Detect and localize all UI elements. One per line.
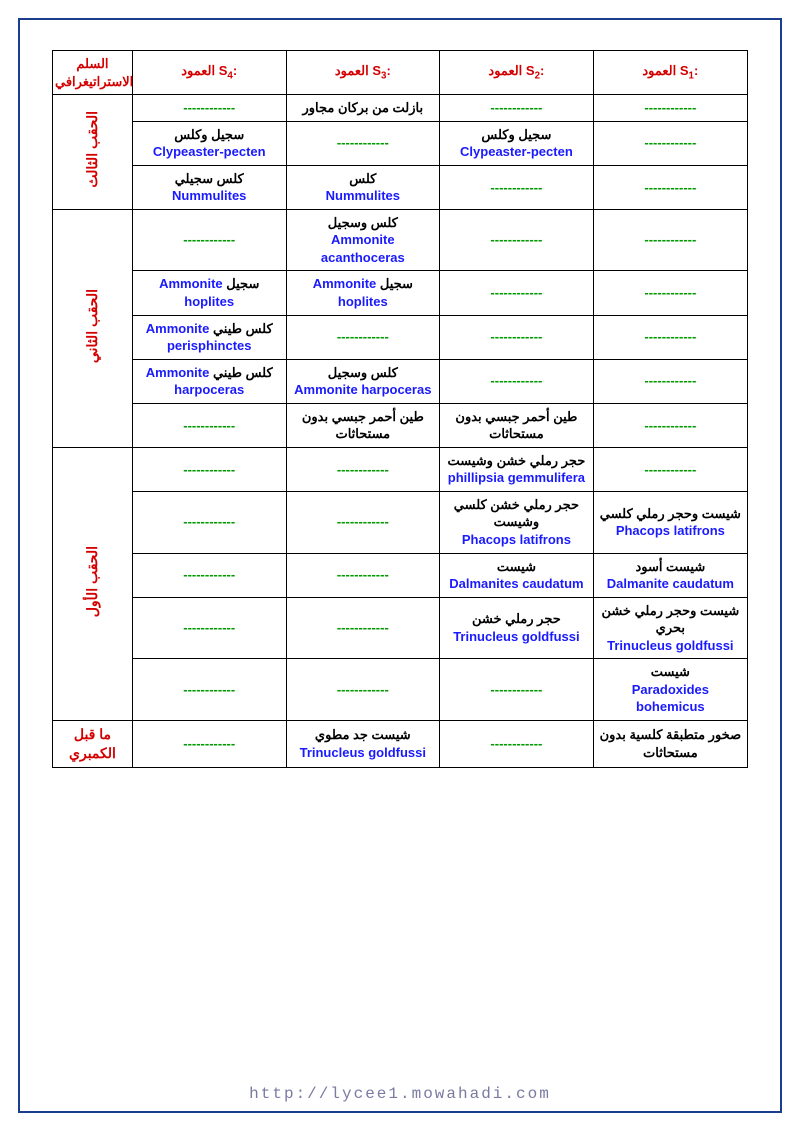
cell: ------------ bbox=[440, 659, 594, 721]
cell: ------------ bbox=[132, 491, 286, 553]
table-row: سجيل Ammonitehoplites سجيل Ammonitehopli… bbox=[53, 271, 748, 315]
era-2: الحقب الثاني bbox=[53, 209, 133, 447]
cell: ------------ bbox=[286, 315, 440, 359]
table-row: سجيل وكلسClypeaster-pecten ------------ … bbox=[53, 121, 748, 165]
era-4: ما قبل الكمبري bbox=[53, 720, 133, 767]
header-row: السلم الاستراتيغرافي العمود S4: العمود S… bbox=[53, 51, 748, 95]
table-container: السلم الاستراتيغرافي العمود S4: العمود S… bbox=[52, 50, 748, 768]
cell: كلس طيني Ammoniteharpoceras bbox=[132, 359, 286, 403]
cell: ------------ bbox=[440, 95, 594, 122]
cell: ------------ bbox=[132, 597, 286, 659]
cell: حجر رملي خشن كلسي وشيستPhacops latifrons bbox=[440, 491, 594, 553]
table-row: الحقب الثالث ------------ بازلت من بركان… bbox=[53, 95, 748, 122]
cell: سجيل Ammonitehoplites bbox=[132, 271, 286, 315]
table-row: الحقب الأول ------------ ------------ حج… bbox=[53, 447, 748, 491]
cell: ------------ bbox=[286, 553, 440, 597]
cell: ------------ bbox=[593, 271, 747, 315]
cell: ------------ bbox=[593, 95, 747, 122]
cell: ------------ bbox=[286, 447, 440, 491]
cell: ------------ bbox=[593, 403, 747, 447]
cell: كلس وسجيلAmmonite acanthoceras bbox=[286, 209, 440, 271]
cell: صخور متطبقة كلسية بدون مستحاثات bbox=[593, 720, 747, 767]
cell: شيستDalmanites caudatum bbox=[440, 553, 594, 597]
table-row: ------------ ------------ ------------ ش… bbox=[53, 659, 748, 721]
cell: ------------ bbox=[132, 447, 286, 491]
era-3: الحقب الأول bbox=[53, 447, 133, 720]
cell: كلسNummulites bbox=[286, 165, 440, 209]
cell: ------------ bbox=[593, 209, 747, 271]
cell: ------------ bbox=[593, 165, 747, 209]
cell: شيست أسودDalmanite caudatum bbox=[593, 553, 747, 597]
cell: ------------ bbox=[593, 447, 747, 491]
cell: حجر رملي خشنTrinucleus goldfussi bbox=[440, 597, 594, 659]
cell: ------------ bbox=[440, 271, 594, 315]
era-1: الحقب الثالث bbox=[53, 95, 133, 210]
cell: شيست وحجر رملي خشن بحريTrinucleus goldfu… bbox=[593, 597, 747, 659]
cell: ------------ bbox=[132, 720, 286, 767]
table-row: ------------ ------------ شيستDalmanites… bbox=[53, 553, 748, 597]
cell: ------------ bbox=[440, 165, 594, 209]
cell: شيست جد مطويTrinucleus goldfussi bbox=[286, 720, 440, 767]
table-row: ما قبل الكمبري ------------ شيست جد مطوي… bbox=[53, 720, 748, 767]
cell: ------------ bbox=[132, 95, 286, 122]
header-s4: العمود S4: bbox=[132, 51, 286, 95]
cell: ------------ bbox=[593, 121, 747, 165]
cell: ------------ bbox=[593, 359, 747, 403]
cell: ------------ bbox=[440, 315, 594, 359]
cell: شيست وحجر رملي كلسيPhacops latifrons bbox=[593, 491, 747, 553]
cell: كلس طيني Ammoniteperisphinctes bbox=[132, 315, 286, 359]
cell: ------------ bbox=[440, 209, 594, 271]
cell: طين أحمر جبسي بدون مستحاثات bbox=[440, 403, 594, 447]
table-row: ------------ ------------ حجر رملي خشنTr… bbox=[53, 597, 748, 659]
cell: كلس وسجيلAmmonite harpoceras bbox=[286, 359, 440, 403]
cell: ------------ bbox=[440, 720, 594, 767]
table-row: كلس طيني Ammoniteperisphinctes ---------… bbox=[53, 315, 748, 359]
cell: ------------ bbox=[132, 209, 286, 271]
footer-url: http://lycee1.mowahadi.com bbox=[0, 1085, 800, 1103]
table-row: كلس سجيليNummulites كلسNummulites ------… bbox=[53, 165, 748, 209]
cell: ------------ bbox=[286, 597, 440, 659]
cell: طين أحمر جبسي بدون مستحاثات bbox=[286, 403, 440, 447]
cell: كلس سجيليNummulites bbox=[132, 165, 286, 209]
table-row: ------------ طين أحمر جبسي بدون مستحاثات… bbox=[53, 403, 748, 447]
header-s3: العمود S3: bbox=[286, 51, 440, 95]
header-s1: العمود S1: bbox=[593, 51, 747, 95]
cell: ------------ bbox=[440, 359, 594, 403]
cell: ------------ bbox=[286, 659, 440, 721]
cell: سجيل وكلسClypeaster-pecten bbox=[132, 121, 286, 165]
cell: ------------ bbox=[593, 315, 747, 359]
cell: ------------ bbox=[286, 121, 440, 165]
stratigraphy-table: السلم الاستراتيغرافي العمود S4: العمود S… bbox=[52, 50, 748, 768]
cell: سجيل وكلسClypeaster-pecten bbox=[440, 121, 594, 165]
table-row: كلس طيني Ammoniteharpoceras كلس وسجيلAmm… bbox=[53, 359, 748, 403]
table-row: ------------ ------------ حجر رملي خشن ك… bbox=[53, 491, 748, 553]
cell: ------------ bbox=[132, 553, 286, 597]
cell: حجر رملي خشن وشيستphillipsia gemmulifera bbox=[440, 447, 594, 491]
table-row: الحقب الثاني ------------ كلس وسجيلAmmon… bbox=[53, 209, 748, 271]
table-body: الحقب الثالث ------------ بازلت من بركان… bbox=[53, 95, 748, 768]
cell: ------------ bbox=[132, 403, 286, 447]
cell: ------------ bbox=[132, 659, 286, 721]
cell: شيستParadoxides bohemicus bbox=[593, 659, 747, 721]
header-era: السلم الاستراتيغرافي bbox=[53, 51, 133, 95]
cell: ------------ bbox=[286, 491, 440, 553]
cell: سجيل Ammonitehoplites bbox=[286, 271, 440, 315]
header-s2: العمود S2: bbox=[440, 51, 594, 95]
cell: بازلت من بركان مجاور bbox=[286, 95, 440, 122]
